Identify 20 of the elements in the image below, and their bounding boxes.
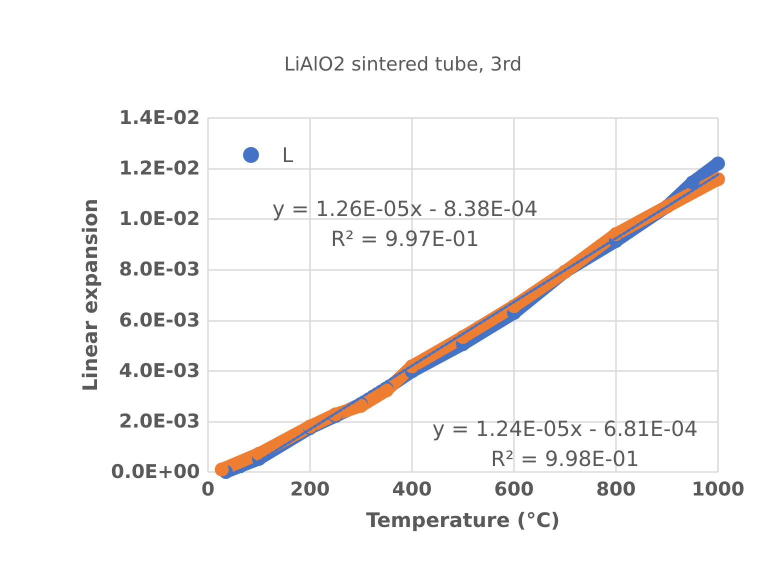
annotation: y = 1.26E-05x - 8.38E-04 R² = 9.97E-01: [272, 197, 538, 251]
x-axis-title: Temperature (°C): [366, 508, 560, 532]
x-tick-label: 0: [201, 478, 215, 500]
x-tick-label: 400: [392, 478, 432, 500]
y-axis-title: Linear expansion: [78, 198, 102, 392]
x-tick-label: 1000: [692, 478, 744, 500]
y-tick-label: 0.0E+00: [111, 461, 200, 483]
annotation: y = 1.24E-05x - 6.81E-04 R² = 9.98E-01: [432, 417, 698, 471]
y-tick-label: 1.0E-02: [119, 208, 200, 230]
y-tick-label: 6.0E-03: [119, 309, 200, 332]
x-tick-label: 800: [596, 478, 636, 500]
y-tick-label: 8.0E-03: [119, 258, 200, 281]
legend-label: L: [282, 143, 294, 167]
y-tick-label: 2.0E-03: [119, 410, 200, 432]
y-tick-label: 1.2E-02: [119, 158, 200, 180]
y-tick-label: 4.0E-03: [119, 360, 200, 382]
x-tick-label: 600: [494, 478, 534, 500]
chart-title: LiAlO2 sintered tube, 3rd: [284, 54, 522, 76]
y-tick-label: 1.4E-02: [119, 107, 200, 129]
x-tick-label: 200: [290, 478, 330, 500]
